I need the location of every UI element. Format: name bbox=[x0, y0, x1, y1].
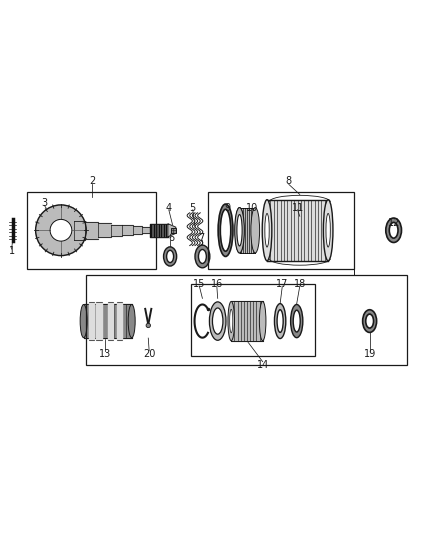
Ellipse shape bbox=[163, 247, 177, 266]
Bar bbox=[208, 192, 354, 269]
Text: 5: 5 bbox=[190, 203, 196, 213]
Polygon shape bbox=[168, 224, 176, 237]
Text: 9: 9 bbox=[225, 203, 231, 213]
Ellipse shape bbox=[277, 310, 283, 333]
Ellipse shape bbox=[230, 309, 233, 333]
Ellipse shape bbox=[235, 207, 244, 253]
Bar bbox=[86, 275, 407, 365]
Ellipse shape bbox=[228, 302, 234, 341]
Text: 8: 8 bbox=[286, 176, 292, 187]
Text: 11: 11 bbox=[291, 203, 304, 213]
Ellipse shape bbox=[212, 308, 223, 334]
Bar bbox=[170, 228, 176, 233]
Ellipse shape bbox=[235, 207, 244, 253]
Text: 16: 16 bbox=[211, 279, 223, 289]
Bar bbox=[240, 207, 255, 253]
Text: 12: 12 bbox=[388, 218, 400, 228]
Text: 4: 4 bbox=[166, 203, 172, 213]
Ellipse shape bbox=[386, 218, 402, 243]
Text: 17: 17 bbox=[276, 279, 289, 289]
Ellipse shape bbox=[389, 222, 398, 238]
Ellipse shape bbox=[323, 200, 333, 261]
Text: 7: 7 bbox=[198, 233, 205, 243]
Text: 6: 6 bbox=[168, 233, 174, 243]
Ellipse shape bbox=[290, 304, 303, 338]
Ellipse shape bbox=[218, 204, 233, 256]
Text: 2: 2 bbox=[89, 176, 95, 187]
Bar bbox=[191, 284, 315, 356]
Text: 18: 18 bbox=[293, 279, 306, 289]
Ellipse shape bbox=[220, 209, 231, 251]
Ellipse shape bbox=[259, 302, 266, 341]
Ellipse shape bbox=[363, 310, 377, 333]
Ellipse shape bbox=[166, 251, 173, 263]
Ellipse shape bbox=[237, 215, 242, 246]
Polygon shape bbox=[50, 220, 72, 241]
Ellipse shape bbox=[198, 249, 206, 263]
Ellipse shape bbox=[80, 304, 87, 338]
Ellipse shape bbox=[195, 245, 210, 268]
Ellipse shape bbox=[209, 302, 226, 340]
Text: 15: 15 bbox=[193, 279, 205, 289]
Text: 13: 13 bbox=[99, 349, 112, 359]
Text: 20: 20 bbox=[143, 349, 155, 359]
Text: 19: 19 bbox=[364, 349, 376, 359]
Ellipse shape bbox=[128, 304, 135, 338]
Ellipse shape bbox=[293, 310, 300, 332]
Ellipse shape bbox=[265, 213, 269, 247]
Polygon shape bbox=[35, 205, 86, 256]
Circle shape bbox=[146, 323, 150, 328]
Bar bbox=[27, 192, 155, 269]
Text: 1: 1 bbox=[9, 246, 14, 256]
Text: 3: 3 bbox=[41, 198, 47, 208]
Ellipse shape bbox=[326, 213, 330, 247]
Ellipse shape bbox=[275, 304, 286, 338]
Ellipse shape bbox=[262, 200, 272, 261]
Ellipse shape bbox=[366, 314, 374, 328]
Ellipse shape bbox=[251, 207, 260, 253]
Text: 10: 10 bbox=[246, 203, 258, 213]
Text: 14: 14 bbox=[257, 360, 269, 370]
